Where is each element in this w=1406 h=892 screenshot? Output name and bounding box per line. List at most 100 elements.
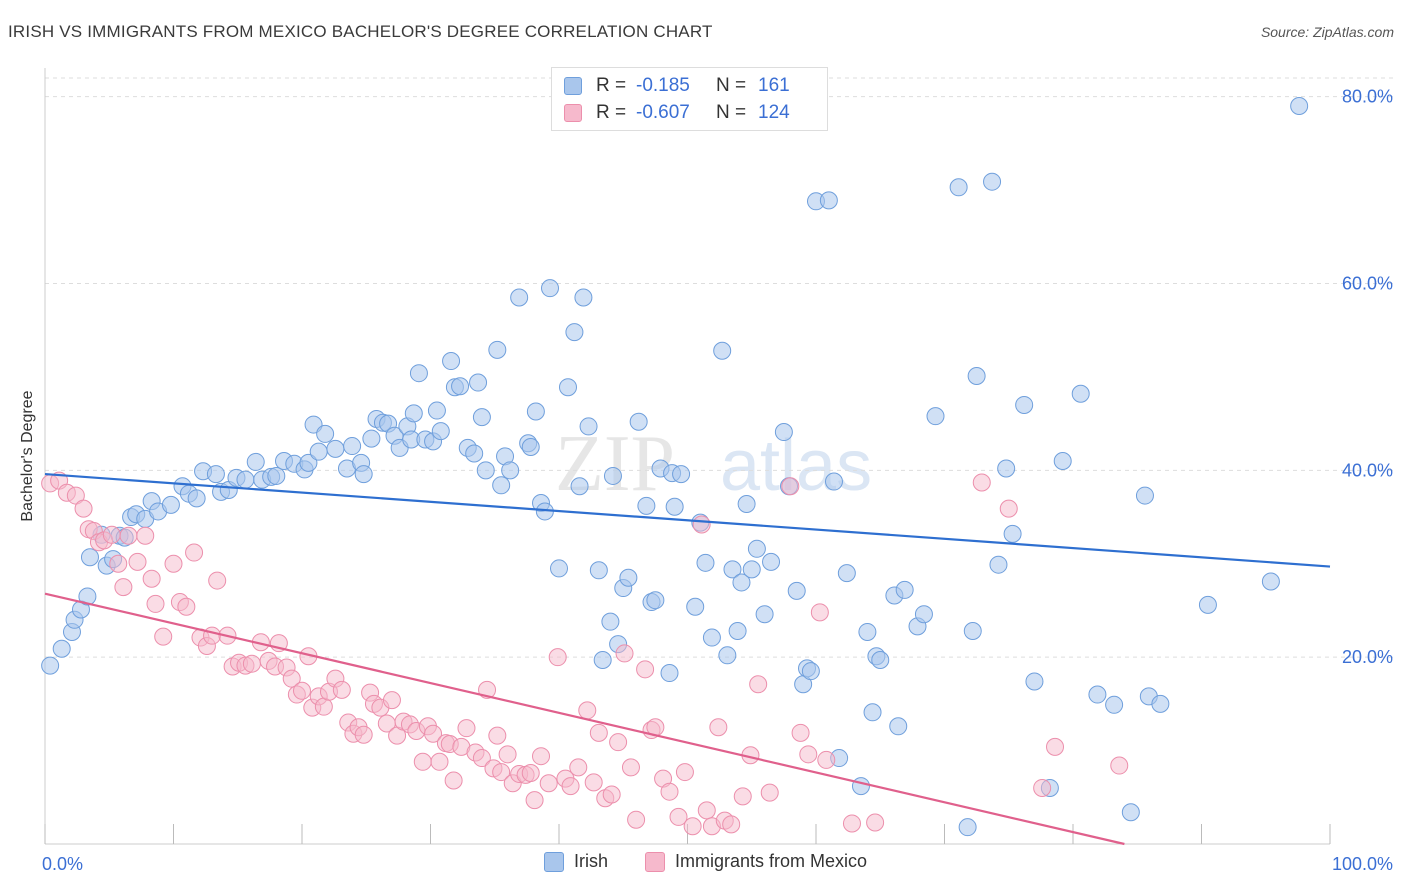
mexico-point	[430, 752, 449, 771]
irish-point	[565, 323, 584, 342]
irish-point	[718, 646, 737, 665]
mexico-point	[1033, 778, 1052, 797]
mexico-point	[781, 477, 800, 496]
irish-point	[665, 497, 684, 516]
mexico-point	[539, 774, 558, 793]
mexico-point	[128, 552, 147, 571]
legend-row-irish: R = -0.185 N = 161	[564, 73, 790, 99]
mexico-point	[799, 745, 818, 764]
y-tick-label: 40.0%	[1342, 460, 1393, 480]
irish-point	[851, 777, 870, 796]
mexico-point	[749, 675, 768, 694]
irish-point	[442, 352, 461, 371]
irish-point	[510, 288, 529, 307]
mexico-point	[683, 817, 702, 836]
y-axis-label: Bachelor's Degree	[19, 390, 36, 522]
mexico-point	[242, 654, 261, 673]
irish-point	[1025, 672, 1044, 691]
mexico-point	[1046, 737, 1065, 756]
irish-point	[696, 553, 715, 572]
mexico-point	[660, 782, 679, 801]
irish-point	[819, 191, 838, 210]
irish-point	[465, 444, 484, 463]
irish-point	[550, 559, 568, 578]
irish-point	[309, 442, 328, 461]
irish-point	[570, 477, 589, 496]
irish-point	[472, 408, 491, 427]
irish-point	[236, 470, 255, 489]
mexico-point	[332, 680, 351, 699]
mexico-point	[578, 701, 597, 720]
mexico-point	[692, 515, 711, 534]
irish-legend-swatch	[544, 851, 564, 872]
axes	[44, 68, 1331, 845]
irish-point	[501, 461, 520, 480]
tick-labels: 20.0% 40.0% 60.0% 80.0% 0.0% 100.0%	[42, 87, 1393, 874]
irish-n-value: 161	[758, 75, 790, 96]
mexico-point	[208, 571, 227, 590]
irish-point	[1053, 452, 1072, 470]
mexico-point	[842, 814, 861, 833]
irish-point	[989, 555, 1008, 574]
mexico-point	[733, 787, 752, 806]
irish-point	[983, 172, 1002, 191]
mexico-point	[760, 783, 779, 802]
irish-point	[161, 495, 180, 514]
irish-point	[451, 377, 470, 396]
mexico-point	[164, 554, 183, 573]
irish-point	[686, 597, 705, 616]
irish-point	[267, 466, 286, 485]
mexico-r-value: -0.607	[636, 102, 690, 123]
irish-point	[958, 818, 977, 837]
mexico-point	[525, 791, 544, 810]
gridlines	[45, 77, 1395, 658]
mexico-point	[636, 660, 655, 679]
irish-point	[362, 429, 381, 448]
mexico-point	[791, 723, 810, 742]
mexico-point	[521, 764, 540, 783]
irish-point	[41, 656, 60, 675]
irish-point	[80, 548, 99, 567]
irish-point	[997, 459, 1016, 478]
mexico-point	[999, 499, 1018, 518]
irish-point	[774, 423, 793, 442]
irish-point	[492, 476, 511, 495]
bottom-legend-mexico: Immigrants from Mexico	[645, 851, 867, 872]
mexico-point	[488, 726, 507, 745]
irish-point	[732, 573, 751, 592]
irish-point	[619, 568, 638, 587]
irish-point	[316, 424, 335, 443]
mexico-swatch	[564, 104, 582, 122]
irish-point	[206, 465, 225, 484]
irish-point	[637, 496, 656, 515]
mexico-point	[472, 749, 491, 768]
irish-point	[858, 622, 877, 641]
bottom-legend-irish: Irish	[544, 851, 608, 872]
mexico-point	[119, 526, 138, 545]
irish-r-label: R =	[596, 75, 627, 96]
irish-point	[521, 437, 540, 456]
mexico-point	[154, 627, 173, 646]
irish-point	[78, 587, 97, 606]
irish-point	[824, 472, 843, 491]
mexico-point	[589, 723, 608, 742]
irish-point	[476, 461, 495, 480]
irish-point	[762, 552, 781, 571]
irish-point	[926, 407, 945, 426]
irish-point	[1135, 486, 1154, 505]
irish-point	[1121, 803, 1140, 822]
mexico-point	[136, 526, 155, 545]
irish-point	[672, 465, 691, 484]
irish-points	[41, 97, 1309, 837]
irish-point	[558, 378, 577, 397]
irish-point	[737, 494, 756, 513]
mexico-point	[457, 719, 476, 738]
y-tick-label: 80.0%	[1342, 87, 1393, 107]
irish-point	[1003, 524, 1022, 543]
irish-point	[427, 401, 446, 420]
mexico-point	[615, 644, 634, 663]
irish-point	[326, 439, 345, 458]
irish-point	[589, 561, 608, 580]
irish-point	[963, 622, 982, 641]
